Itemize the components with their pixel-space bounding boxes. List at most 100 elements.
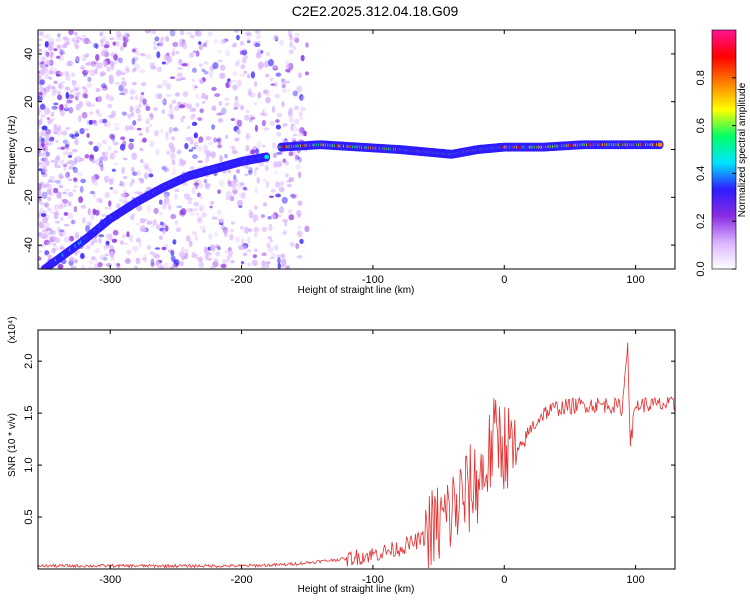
spectrogram-noise-cell [186,208,191,212]
spectrogram-noise-cell [66,62,73,67]
spectrogram-noise-cell [109,250,115,258]
spectrogram-noise-cell [204,156,210,164]
spectrogram-noise-cell [73,205,78,213]
spectrogram-noise-cell [39,103,46,110]
spectrogram-noise-cell [282,140,289,143]
spectrogram-noise-cell [242,252,248,256]
spectrogram-noise-cell [243,70,248,74]
spectrogram-noise-cell [44,40,49,48]
spectrogram-noise-cell [63,163,68,167]
spectrogram-noise-cell [296,85,303,93]
spectrogram-noise-cell [292,45,297,51]
spectrogram-noise-cell [215,251,221,257]
spectrogram-noise-cell [126,249,132,255]
spectrogram-noise-cell [230,259,235,264]
spectrogram-noise-cell [56,90,61,95]
spectrogram-noise-cell [288,115,295,123]
spectrogram-noise-cell [139,217,146,224]
spectrogram-noise-cell [169,76,176,80]
spectrogram-noise-cell [288,151,293,157]
spectrogram-noise-cell [191,187,196,195]
spectrogram-noise-cell [122,200,129,204]
spectrogram-noise-cell [236,59,240,64]
spectrogram-noise-cell [148,173,154,178]
spectrogram-noise-cell [232,42,237,47]
snr-x-tick-label: 0 [501,574,507,586]
spectrogram-noise-cell [53,127,59,135]
spectrogram-noise-cell [293,118,300,125]
spectrogram-noise-cell [128,243,133,250]
spectrogram-noise-cell [183,252,189,260]
spectrogram-noise-cell [207,141,214,146]
spectrogram-noise-cell [71,80,77,86]
spectrogram-noise-cell [38,125,41,129]
spectrogram-noise-cell [121,77,125,81]
spectrogram-noise-cell [274,93,280,99]
spectrogram-noise-cell [138,132,143,136]
spectrogram-noise-cell [136,127,142,131]
spectrogram-noise-cell [123,37,129,43]
spectrogram-noise-cell [201,68,206,73]
spectrogram-noise-cell [149,140,155,148]
spectrogram-noise-cell [169,152,176,160]
spectrogram-noise-cell [257,61,264,69]
spectrogram-noise-cell [39,202,44,207]
spectrogram-noise-cell [125,33,130,38]
spectrogram-noise-cell [272,34,279,41]
spectrogram-noise-cell [89,111,94,115]
spectrogram-noise-cell [172,239,177,245]
spectrogram-noise-cell [193,132,198,139]
spectrogram-noise-cell [69,133,74,138]
spectrogram-noise-cell [47,44,53,52]
spectrogram-noise-cell [216,209,222,216]
spectrogram-noise-cell [45,227,52,231]
spectrogram-noise-cell [239,73,246,77]
spectrogram-noise-cell [275,72,282,77]
spectrogram-noise-cell [217,50,222,53]
spectrogram-noise-cell [148,123,153,128]
spectrogram-noise-cell [247,169,253,176]
spectrogram-noise-cell [260,112,265,116]
spectrogram-noise-cell [56,155,60,161]
spectrogram-noise-cell [92,123,98,127]
spectrogram-noise-cell [207,252,213,256]
spectrogram-noise-cell [166,82,171,90]
spectrogram-noise-cell [111,168,116,172]
spectrogram-noise-cell [77,250,81,254]
spectrogram-noise-cell [123,32,129,37]
spectrogram-noise-cell [288,107,293,113]
spectrogram-noise-cell [225,49,231,57]
spectrogram-noise-cell [46,232,52,239]
spectrogram-noise-cell [150,65,157,70]
spectrogram-noise-cell [45,222,50,229]
spectrogram-noise-cell [265,261,270,268]
spectrogram-noise-cell [278,206,285,214]
spectrogram-noise-cell [269,239,273,243]
spectrogram-noise-cell [87,265,94,269]
spectrogram-noise-cell [246,73,251,79]
spectrogram-noise-cell [203,149,207,155]
spectrogram-noise-cell [64,126,71,131]
spectrogram-noise-cell [91,238,98,244]
spectrogram-noise-cell [118,198,125,202]
spectrogram-noise-cell [236,169,240,174]
spectrogram-noise-cell [231,188,238,194]
spectrogram-noise-cell [133,191,140,195]
spectrogram-noise-cell [80,66,86,71]
spectrogram-noise-cell [54,204,60,211]
spectrogram-noise-cell [103,60,108,68]
spectrogram-noise-cell [162,79,168,87]
spectrogram-noise-cell [41,191,48,200]
spectrogram-noise-cell [223,97,230,102]
snr-y-tick-label: 0.5 [23,509,35,524]
spectrogram-noise-cell [40,142,45,148]
spectrogram-noise-cell [275,124,281,130]
spectrogram-noise-cell [210,200,214,205]
spectrogram-noise-cell [95,54,100,62]
spectrogram-noise-cell [137,113,142,121]
spectrogram-noise-cell [112,41,117,46]
spectrogram-noise-cell [56,182,63,187]
spectrogram-noise-cell [131,48,136,53]
spectrogram-noise-cell [105,171,112,176]
spectrogram-noise-cell [161,109,166,115]
